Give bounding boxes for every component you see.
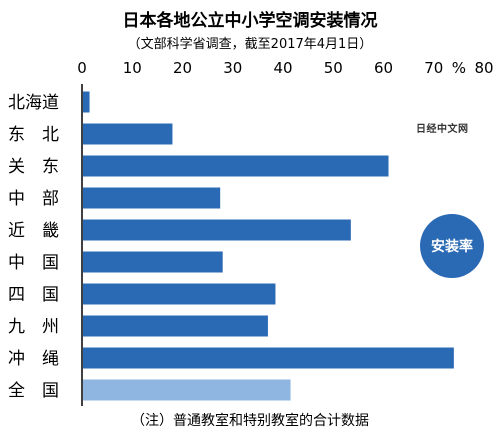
category-label: 九 州 bbox=[8, 317, 59, 337]
footnote: （注）普通教室和特别教室的合计数据 bbox=[131, 413, 369, 429]
installation-rate-badge: 安装率 bbox=[420, 214, 484, 278]
x-tick-label: 20 bbox=[173, 59, 192, 77]
category-label: 冲 绳 bbox=[8, 349, 59, 369]
category-label: 北海道 bbox=[8, 93, 59, 113]
x-tick-label: 60 bbox=[374, 59, 393, 77]
x-tick-label: 0 bbox=[77, 59, 87, 77]
category-label: 全 国 bbox=[8, 381, 59, 401]
category-label: 中 国 bbox=[8, 253, 59, 273]
x-tick-label: 70 bbox=[424, 59, 443, 77]
bar bbox=[83, 91, 90, 113]
x-tick-label: 10 bbox=[123, 59, 142, 77]
category-label: 关 东 bbox=[8, 157, 59, 177]
bar bbox=[83, 251, 223, 273]
bar bbox=[83, 283, 276, 305]
bar bbox=[83, 187, 221, 209]
category-label: 四 国 bbox=[8, 285, 59, 305]
bar bbox=[83, 379, 291, 401]
category-label: 东 北 bbox=[8, 125, 59, 145]
x-tick-label: 40 bbox=[273, 59, 292, 77]
x-tick-label: 80 bbox=[474, 59, 493, 77]
x-tick-label: % bbox=[452, 59, 466, 77]
bar bbox=[83, 315, 268, 337]
bar bbox=[83, 347, 454, 369]
chart-subtitle: （文部科学省调查，截至2017年4月1日） bbox=[127, 37, 373, 52]
watermark-logo: 日经中文网 bbox=[416, 124, 469, 135]
bar bbox=[83, 123, 173, 145]
chart-title: 日本各地公立中小学空调安装情况 bbox=[122, 11, 378, 31]
x-tick-label: 50 bbox=[324, 59, 343, 77]
bar bbox=[83, 219, 351, 241]
category-label: 中 部 bbox=[8, 189, 59, 209]
category-label: 近 畿 bbox=[8, 221, 59, 241]
bar bbox=[83, 155, 389, 177]
x-tick-label: 30 bbox=[223, 59, 242, 77]
